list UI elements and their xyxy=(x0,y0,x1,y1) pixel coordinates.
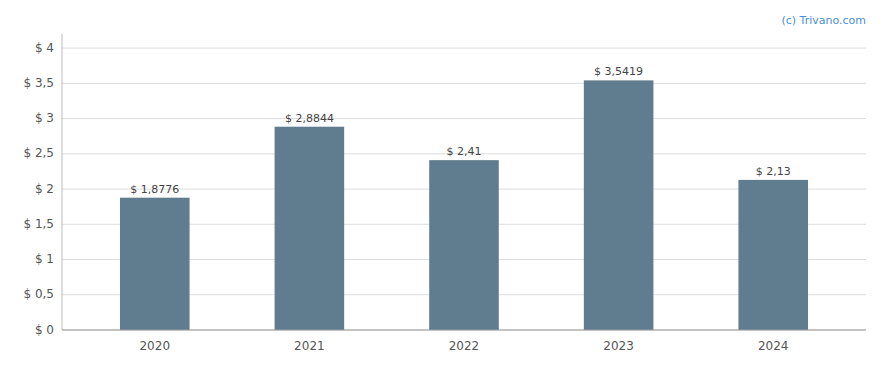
x-tick-label: 2024 xyxy=(758,339,789,353)
annotation: (c) Trivano.com xyxy=(781,14,866,27)
y-tick-label: $ 0 xyxy=(35,323,54,337)
bar xyxy=(120,198,190,330)
chart-svg: $ 0 $ 0,5 $ 1 $ 1,5 $ 2 $ 2,5 $ 3 $ 3,5 $ 4 $ 1,8… xyxy=(0,0,888,370)
y-tick-label: $ 4 xyxy=(35,41,54,55)
x-tick-label: 2022 xyxy=(449,339,480,353)
y-grid xyxy=(62,48,866,330)
x-axis-line xyxy=(62,330,866,331)
y-tick-label: $ 3 xyxy=(35,111,54,125)
bar xyxy=(738,180,808,330)
grid-line xyxy=(62,48,866,49)
y-tick-label: $ 1,5 xyxy=(23,217,54,231)
data-label: $ 3,5419 xyxy=(594,65,643,78)
y-tick-label: $ 0,5 xyxy=(23,287,54,301)
y-tick-label: $ 1 xyxy=(35,252,54,266)
data-label: $ 2,8844 xyxy=(285,112,334,125)
y-tick-label: $ 3,5 xyxy=(23,76,54,90)
y-tick-label: $ 2,5 xyxy=(23,146,54,160)
grid-line xyxy=(62,83,866,84)
y-tick-label: $ 2 xyxy=(35,182,54,196)
data-labels: $ 1,8776 $ 2,8844 $ 2,41 $ 3,5419 $ 2,13 xyxy=(130,65,790,195)
x-tick-labels: 2020 2021 2022 2023 2024 xyxy=(139,339,788,353)
data-label: $ 2,13 xyxy=(756,165,791,178)
x-tick-label: 2021 xyxy=(294,339,325,353)
background xyxy=(0,0,888,370)
data-label: $ 2,41 xyxy=(447,145,482,158)
grid-line xyxy=(62,118,866,119)
bar xyxy=(275,127,345,330)
x-tick-label: 2020 xyxy=(139,339,170,353)
bar xyxy=(429,160,499,330)
chart-container: $ 0 $ 0,5 $ 1 $ 1,5 $ 2 $ 2,5 $ 3 $ 3,5 $ 4 $ 1,8… xyxy=(0,0,888,370)
grid-line xyxy=(62,330,866,331)
x-tick-label: 2023 xyxy=(603,339,634,353)
bars xyxy=(120,80,808,330)
bar xyxy=(584,80,654,330)
y-axis-line xyxy=(62,34,63,330)
data-label: $ 1,8776 xyxy=(130,183,179,196)
y-tick-labels: $ 0 $ 0,5 $ 1 $ 1,5 $ 2 $ 2,5 $ 3 $ 3,5 $ 4 xyxy=(23,41,54,337)
